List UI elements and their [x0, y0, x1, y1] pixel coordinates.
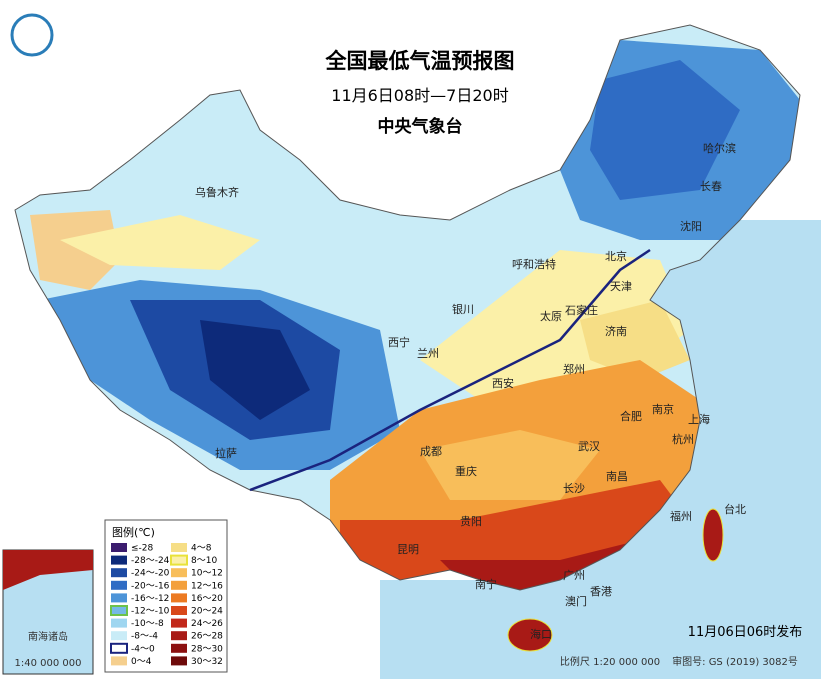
city: 沈阳 — [680, 219, 702, 233]
zero-isotherm — [249, 248, 651, 492]
legend-swatch — [111, 555, 127, 565]
city: 南京 — [652, 402, 674, 416]
legend-swatch — [111, 580, 127, 590]
logo — [10, 13, 54, 57]
city: 武汉 — [578, 440, 600, 453]
legend-label: -4～0 — [131, 644, 155, 654]
legend-label: -8～-4 — [131, 632, 158, 642]
legend-swatch — [171, 593, 187, 603]
agency: 中央气象台 — [378, 116, 463, 137]
legend-swatch — [171, 656, 187, 666]
city: 哈尔滨 — [703, 141, 736, 155]
city: 济南 — [605, 324, 627, 338]
city: 福州 — [670, 509, 692, 523]
city: 银川 — [452, 302, 474, 316]
legend-label: -20～-16 — [131, 581, 170, 591]
city: 兰州 — [417, 347, 439, 360]
issued: 11月06日06时发布 — [688, 624, 803, 640]
city: 南宁 — [475, 577, 497, 591]
legend-swatch — [110, 605, 128, 616]
city: 太原 — [540, 310, 562, 323]
legend-title: 图例(℃) — [112, 525, 155, 539]
city: 香港 — [590, 585, 612, 598]
legend-swatch — [171, 568, 187, 578]
review-number: 审图号: GS (2019) 3082号 — [672, 655, 798, 668]
city: 台北 — [724, 502, 746, 516]
legend-label: -12～-10 — [131, 607, 170, 617]
city: 重庆 — [455, 464, 477, 478]
city: 广州 — [563, 569, 585, 582]
legend-label: 24～26 — [191, 619, 223, 629]
legend: 图例(℃) ≤-28 -28～-24 -24～-20 -20～-16 -16～-12 -1… — [104, 519, 228, 673]
city: 乌鲁木齐 — [195, 185, 239, 199]
legend-swatch — [110, 642, 128, 654]
city: 澳门 — [565, 594, 587, 608]
legend-label: 30～32 — [191, 657, 223, 667]
legend-swatch — [111, 656, 127, 666]
city: 成都 — [420, 445, 442, 458]
inset: 南海诸岛 1:40 000 000 — [2, 549, 94, 675]
legend-label: -28～-24 — [131, 556, 170, 566]
city: 杭州 — [672, 432, 694, 446]
city: 天津 — [610, 280, 632, 293]
city: 长春 — [700, 180, 722, 193]
legend-label: ≤-28 — [131, 544, 154, 554]
city: 石家庄 — [565, 303, 598, 317]
inset-scale: 1:40 000 000 — [15, 658, 82, 669]
subtitle: 11月6日08时—7日20时 — [331, 86, 508, 105]
legend-swatch — [111, 568, 127, 578]
city: 拉萨 — [215, 446, 237, 460]
inset-title: 南海诸岛 — [28, 630, 68, 643]
city: 西安 — [492, 376, 514, 390]
legend-label: -16～-12 — [131, 594, 169, 604]
legend-label: 0～4 — [131, 657, 152, 667]
scale: 比例尺 1:20 000 000 — [560, 655, 660, 668]
legend-swatch — [171, 618, 187, 628]
legend-label: 28～30 — [191, 644, 223, 654]
legend-label: 4～8 — [191, 544, 212, 554]
legend-swatch — [171, 631, 187, 641]
title: 全国最低气温预报图 — [325, 49, 515, 73]
legend-label: -24～-20 — [131, 569, 170, 579]
city: 贵阳 — [460, 515, 482, 528]
city: 长沙 — [563, 482, 585, 495]
legend-swatch — [170, 554, 188, 566]
taiwan — [702, 508, 724, 562]
city: 呼和浩特 — [512, 257, 556, 271]
legend-label: 16～20 — [191, 594, 223, 604]
legend-swatch — [171, 580, 187, 590]
legend-swatch — [171, 543, 187, 552]
city: 上海 — [688, 412, 710, 426]
legend-label: 10～12 — [191, 569, 223, 579]
cities: 乌鲁木齐 哈尔滨 长春 沈阳 北京 天津 呼和浩特 石家庄 太原 济南 银川 西… — [195, 141, 746, 641]
city: 昆明 — [397, 543, 419, 556]
legend-swatch — [171, 606, 187, 615]
hainan — [507, 618, 553, 652]
city: 郑州 — [563, 362, 585, 376]
legend-swatch — [111, 631, 127, 641]
city: 海口 — [530, 627, 552, 641]
city: 北京 — [605, 249, 627, 263]
legend-swatch — [111, 593, 127, 603]
legend-label: 12～16 — [191, 581, 223, 591]
legend-swatch — [171, 643, 187, 653]
legend-label: 26～28 — [191, 632, 223, 642]
legend-label: 20～24 — [191, 607, 223, 617]
city: 西宁 — [388, 335, 410, 349]
city: 南昌 — [606, 470, 628, 483]
legend-label: 8～10 — [191, 556, 217, 566]
city: 合肥 — [620, 409, 642, 423]
legend-swatch — [111, 543, 127, 552]
legend-swatch — [111, 618, 127, 628]
legend-label: -10～-8 — [131, 619, 164, 629]
